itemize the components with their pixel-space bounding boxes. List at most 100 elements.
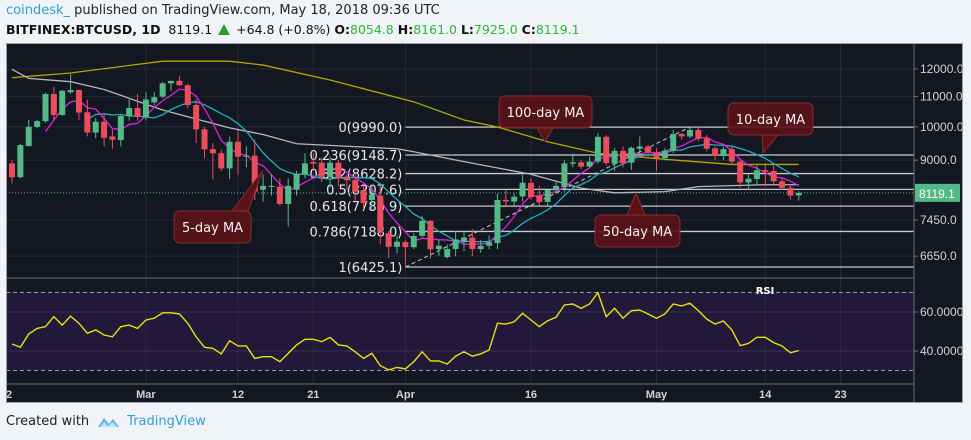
candle [50,86,57,120]
callout-label: 5-day MA [182,221,243,236]
candle-body [285,185,292,204]
candle-body [544,190,551,202]
candle [92,118,99,139]
candle-body [636,146,643,149]
candle-body [168,80,175,84]
time-tick-label: 21 [307,389,319,401]
created-with-text: Created with [6,413,90,429]
callout-ma5: 5-day MA [173,169,264,244]
high-label: H: [397,22,414,37]
candle [494,193,501,250]
candle [402,239,409,268]
candle-body [201,129,208,150]
candle [109,129,116,149]
candle-body [645,146,652,153]
candle [611,148,618,171]
candle [527,178,534,200]
callout-ma100: 100-day MA [498,95,593,144]
candle-body [67,90,74,93]
footer: Created with TradingView [6,413,206,429]
candle-body [787,187,794,196]
candle-body [502,199,509,202]
candle [452,230,459,257]
candle [737,160,744,188]
candle-body [243,155,250,157]
candle [703,134,710,152]
candle [318,158,325,183]
candle [368,185,375,210]
candle [260,174,267,202]
candle [377,185,384,245]
candle-body [276,186,283,204]
fib-level-label: 1(6425.1) [338,261,402,276]
candle [753,165,760,186]
low-label: L: [460,22,474,37]
candle-body [628,147,635,163]
candle-body [511,196,518,202]
callout-ma50: 50-day MA [594,191,681,248]
candle-body [795,192,802,196]
callout-label: 100-day MA [507,106,585,121]
candle-body [703,138,710,149]
candle [536,185,543,206]
candle-body [670,134,677,151]
price-tick-label: 11000.0 [920,90,963,104]
time-tick-label: 23 [835,389,847,401]
tradingview-cloud-icon[interactable] [95,413,121,429]
callout-box [594,214,681,248]
candle-body [569,162,576,164]
candle [201,126,208,159]
last-price-tag [915,183,960,202]
candle-body [745,178,752,183]
candle-body [561,163,568,188]
fibonacci-retracement[interactable]: 0(9990.0)0.236(9148.7)0.382(8628.2)0.5(8… [6,121,914,276]
candle-body [402,242,409,248]
callout-label: 50-day MA [603,225,672,240]
candle-body [779,181,786,188]
candle [779,178,786,190]
time-axis[interactable] [6,384,914,403]
candle [544,189,551,206]
candle-body [293,174,300,190]
callout-label: 10-day MA [736,113,805,128]
ma100-line [11,60,799,166]
fib-level-label: 0.236(9148.7) [310,149,403,164]
rsi-tick-label: 40.0000 [920,344,964,358]
candle-body [368,194,375,200]
fib-level-label: 0(9990.0) [338,121,402,136]
candle [444,244,451,259]
candle-body [695,129,702,139]
publish-text: published on TradingView.com, May 18, 20… [70,3,440,18]
candle-body [126,108,133,117]
open-value: 8054.8 [350,22,394,37]
candle-body [176,80,183,86]
candle-body [620,150,627,164]
price-axis[interactable] [914,43,963,403]
candle [720,146,727,161]
candle-body [611,150,618,164]
candle [67,74,74,94]
tradingview-link[interactable]: TradingView [127,413,206,429]
candle [762,163,769,187]
candle-body [435,245,442,250]
candle-body [209,149,216,154]
candle [460,230,467,252]
price-tick-label: 7450.0 [920,213,957,227]
candle-body [318,162,325,177]
candle [343,174,350,190]
candle [419,215,426,238]
candle [561,160,568,192]
candle [519,174,526,202]
callout-box [173,210,252,244]
rsi-line [11,291,799,371]
author-link[interactable]: coindesk_ [6,3,71,18]
candle [502,189,509,206]
candle [410,233,417,250]
candle-body [101,121,108,138]
candle-body [477,245,484,250]
candle [620,146,627,168]
candle-body [268,185,275,188]
candle [176,75,183,87]
rsi-band [6,292,914,370]
